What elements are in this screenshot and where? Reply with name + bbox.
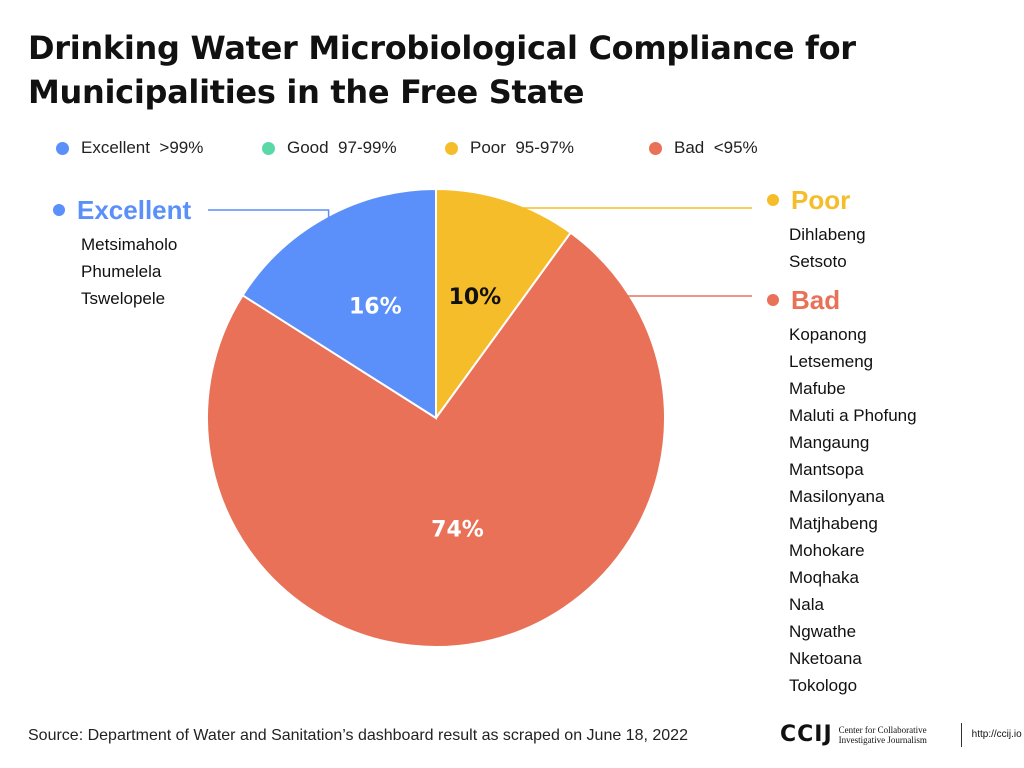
municipality-item: Kopanong: [789, 325, 867, 344]
ccij-logo: CCIJ: [780, 722, 833, 747]
org-name-line-1: Center for Collaborative: [838, 724, 927, 735]
leader-line-poor: [504, 205, 752, 209]
legend-label-bad: Bad <95%: [674, 138, 758, 157]
pie-slice-excellent: [241, 187, 437, 420]
municipality-item: Tswelopele: [81, 289, 166, 308]
callout-title-excellent: Excellent: [77, 195, 192, 225]
legend-swatch-poor: [445, 141, 458, 155]
legend-swatch-excellent: [56, 141, 69, 155]
callout-list-bad: Kopanong Letsemeng Mafube Maluti a Phofu…: [789, 321, 917, 699]
municipality-item: Mantsopa: [789, 460, 864, 479]
legend-item-bad: Bad <95%: [649, 138, 758, 158]
chart-title-line-1: Drinking Water Microbiological Complianc…: [28, 29, 856, 67]
legend-label-poor: Poor 95-97%: [470, 138, 574, 157]
slice-label-bad: 74%: [431, 518, 484, 543]
slice-label-poor: 10%: [449, 285, 502, 310]
municipality-item: Tokologo: [789, 676, 858, 695]
municipality-item: Phumelela: [81, 262, 162, 281]
source-note: Source: Department of Water and Sanitati…: [28, 727, 688, 744]
callout-title-bad: Bad: [791, 285, 841, 315]
org-url-link[interactable]: http://ccij.io: [971, 729, 1022, 740]
slice-label-excellent: 16%: [349, 295, 402, 320]
callout-dot-bad: [767, 294, 779, 306]
legend-label-good: Good 97-99%: [287, 138, 397, 157]
legend: Excellent >99% Good 97-99% Poor 95-97% B…: [56, 136, 758, 160]
leader-line-excellent: [208, 209, 330, 223]
legend-swatch-bad: [649, 141, 662, 155]
municipality-item: Maluti a Phofung: [789, 406, 917, 425]
brand-divider: [960, 722, 962, 747]
legend-item-excellent: Excellent >99%: [56, 138, 262, 158]
callout-leader-lines: [208, 205, 752, 309]
chart-title: Drinking Water Microbiological Complianc…: [28, 26, 856, 114]
pie-slices: [206, 187, 666, 649]
municipality-item: Masilonyana: [789, 487, 885, 506]
municipality-item: Mohokare: [789, 541, 865, 560]
pie-slice-poor: [435, 187, 572, 422]
municipality-item: Nketoana: [789, 649, 862, 668]
leader-line-bad: [620, 295, 752, 309]
callout-bad: Bad Kopanong Letsemeng Mafube Maluti a P…: [767, 283, 917, 699]
legend-label-excellent: Excellent >99%: [81, 138, 204, 157]
callout-title-poor: Poor: [791, 185, 851, 215]
municipality-item: Matjhabeng: [789, 514, 878, 533]
chart-title-line-2: Municipalities in the Free State: [28, 73, 585, 111]
legend-item-good: Good 97-99%: [262, 138, 445, 158]
callout-list-excellent: Metsimaholo Phumelela Tswelopele: [81, 231, 191, 312]
municipality-item: Dihlabeng: [789, 225, 866, 244]
pie-slice-labels: 10% 74% 16%: [349, 285, 501, 542]
callout-dot-poor: [767, 194, 779, 206]
municipality-item: Mafube: [789, 379, 846, 398]
org-name-line-2: Investigative Journalism: [838, 734, 927, 745]
municipality-item: Ngwathe: [789, 622, 857, 641]
municipality-item: Moqhaka: [789, 568, 859, 587]
municipality-item: Setsoto: [789, 252, 847, 271]
callout-dot-excellent: [53, 204, 65, 216]
pie-slice-bad: [206, 231, 666, 649]
org-name: Center for Collaborative Investigative J…: [839, 725, 957, 745]
municipality-item: Nala: [789, 595, 824, 614]
municipality-item: Mangaung: [789, 433, 870, 452]
brand-footer: CCIJ Center for Collaborative Investigat…: [780, 722, 1022, 747]
callout-list-poor: Dihlabeng Setsoto: [789, 221, 866, 275]
legend-item-poor: Poor 95-97%: [445, 138, 649, 158]
callout-excellent: Excellent Metsimaholo Phumelela Tswelope…: [53, 193, 191, 312]
legend-swatch-good: [262, 141, 275, 155]
municipality-item: Metsimaholo: [81, 235, 178, 254]
municipality-item: Letsemeng: [789, 352, 874, 371]
callout-poor: Poor Dihlabeng Setsoto: [767, 183, 866, 275]
